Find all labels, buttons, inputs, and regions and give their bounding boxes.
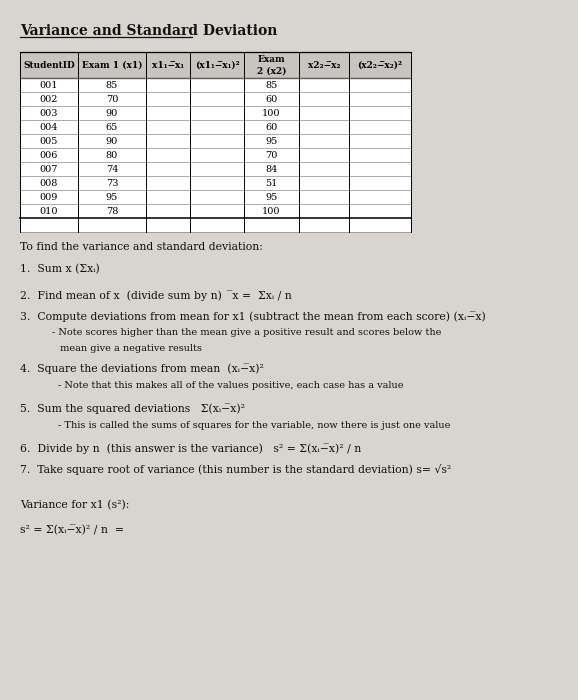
Bar (20, 52, 411, 232)
Text: (x2₂−̅x₂)²: (x2₂−̅x₂)² (358, 60, 402, 69)
Text: 001: 001 (40, 80, 58, 90)
Text: Exam 1 (x1): Exam 1 (x1) (81, 60, 142, 69)
Text: 5.  Sum the squared deviations   Σ(xᵢ−̅x)²: 5. Sum the squared deviations Σ(xᵢ−̅x)² (20, 404, 245, 414)
Text: 95: 95 (106, 193, 118, 202)
Text: 60: 60 (265, 122, 277, 132)
Text: 009: 009 (40, 193, 58, 202)
Text: 60: 60 (265, 94, 277, 104)
Text: 002: 002 (40, 94, 58, 104)
Text: - Note scores higher than the mean give a positive result and scores below the: - Note scores higher than the mean give … (52, 328, 442, 337)
Text: To find the variance and standard deviation:: To find the variance and standard deviat… (20, 242, 263, 252)
Text: Exam: Exam (258, 55, 286, 64)
Text: 2.  Find mean of x  (divide sum by n)   ̅x =  Σxᵢ / n: 2. Find mean of x (divide sum by n) ̅x =… (20, 290, 292, 301)
Text: 80: 80 (106, 150, 118, 160)
Text: 70: 70 (106, 94, 118, 104)
Text: 003: 003 (40, 108, 58, 118)
Text: 1.  Sum x (Σxᵢ): 1. Sum x (Σxᵢ) (20, 265, 100, 274)
Text: 85: 85 (106, 80, 118, 90)
Text: 6.  Divide by n  (this answer is the variance)   s² = Σ(xᵢ−̅x)² / n: 6. Divide by n (this answer is the varia… (20, 444, 361, 454)
Text: 005: 005 (40, 136, 58, 146)
Text: StudentID: StudentID (23, 60, 75, 69)
Text: 73: 73 (106, 178, 118, 188)
Text: 4.  Square the deviations from mean  (xᵢ−̅x)²: 4. Square the deviations from mean (xᵢ−̅… (20, 363, 264, 374)
Text: x2₂−̅x₂: x2₂−̅x₂ (307, 60, 340, 69)
Text: s² = Σ(xᵢ−̅x)² / n  =: s² = Σ(xᵢ−̅x)² / n = (20, 525, 124, 536)
Text: mean give a negative results: mean give a negative results (60, 344, 202, 354)
Text: - Note that this makes all of the values positive, each case has a value: - Note that this makes all of the values… (58, 382, 403, 390)
Text: 90: 90 (106, 108, 118, 118)
Text: (x1₁−̅x₁)²: (x1₁−̅x₁)² (195, 60, 239, 69)
Text: 007: 007 (40, 164, 58, 174)
Text: - This is called the sums of squares for the variable, now there is just one val: - This is called the sums of squares for… (58, 421, 450, 430)
Text: 100: 100 (262, 108, 281, 118)
Text: 2 (x2): 2 (x2) (257, 66, 286, 76)
Text: Variance for x1 (s²):: Variance for x1 (s²): (20, 500, 129, 510)
Text: 95: 95 (265, 193, 277, 202)
Text: 95: 95 (265, 136, 277, 146)
Text: 008: 008 (40, 178, 58, 188)
Text: 51: 51 (265, 178, 277, 188)
Text: 85: 85 (265, 80, 277, 90)
Text: 100: 100 (262, 206, 281, 216)
Text: 90: 90 (106, 136, 118, 146)
Text: x1₁−̅x₁: x1₁−̅x₁ (152, 60, 184, 69)
Text: 84: 84 (265, 164, 277, 174)
Text: 3.  Compute deviations from mean for x1 (subtract the mean from each score) (xᵢ−: 3. Compute deviations from mean for x1 (… (20, 311, 486, 321)
Bar (20, 52, 411, 78)
Text: Variance and Standard Deviation: Variance and Standard Deviation (20, 24, 277, 38)
Text: 006: 006 (40, 150, 58, 160)
Text: 004: 004 (40, 122, 58, 132)
Text: 7.  Take square root of variance (this number is the standard deviation) s= √s²: 7. Take square root of variance (this nu… (20, 464, 451, 475)
Text: 65: 65 (106, 122, 118, 132)
Text: 74: 74 (106, 164, 118, 174)
Text: 010: 010 (40, 206, 58, 216)
Text: 78: 78 (106, 206, 118, 216)
Text: 70: 70 (265, 150, 277, 160)
